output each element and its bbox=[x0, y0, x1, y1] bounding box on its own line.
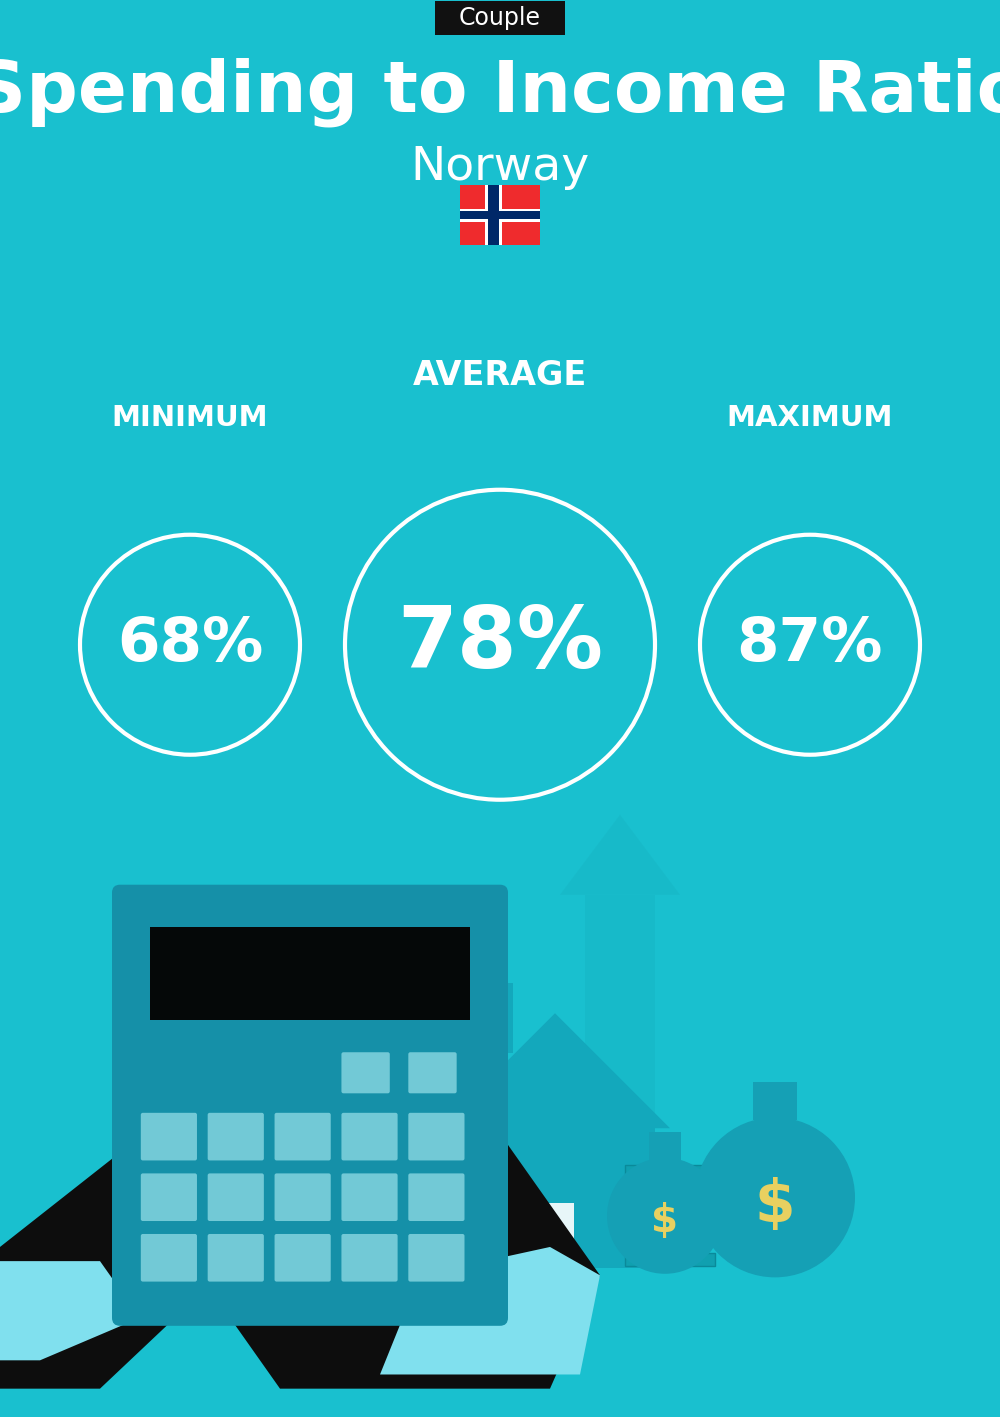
FancyBboxPatch shape bbox=[341, 1112, 398, 1161]
Text: $: $ bbox=[652, 1202, 678, 1240]
Circle shape bbox=[695, 1118, 855, 1277]
FancyBboxPatch shape bbox=[408, 1173, 464, 1221]
FancyBboxPatch shape bbox=[275, 1173, 331, 1221]
FancyBboxPatch shape bbox=[208, 1234, 264, 1281]
Text: MAXIMUM: MAXIMUM bbox=[727, 404, 893, 432]
FancyBboxPatch shape bbox=[455, 1128, 655, 1268]
FancyBboxPatch shape bbox=[141, 1173, 197, 1221]
Text: Norway: Norway bbox=[410, 145, 590, 190]
FancyBboxPatch shape bbox=[485, 983, 513, 1053]
Polygon shape bbox=[380, 1247, 600, 1374]
Text: 68%: 68% bbox=[117, 615, 263, 674]
FancyBboxPatch shape bbox=[649, 1132, 681, 1159]
Circle shape bbox=[607, 1158, 723, 1274]
FancyBboxPatch shape bbox=[460, 186, 540, 245]
Polygon shape bbox=[440, 1013, 670, 1128]
FancyBboxPatch shape bbox=[460, 211, 540, 220]
Polygon shape bbox=[560, 815, 680, 894]
Polygon shape bbox=[0, 964, 420, 1389]
FancyBboxPatch shape bbox=[141, 1234, 197, 1281]
FancyBboxPatch shape bbox=[275, 1234, 331, 1281]
FancyBboxPatch shape bbox=[283, 945, 338, 1204]
FancyBboxPatch shape bbox=[625, 1165, 715, 1179]
Polygon shape bbox=[262, 886, 358, 945]
FancyBboxPatch shape bbox=[341, 1053, 390, 1094]
FancyBboxPatch shape bbox=[112, 884, 508, 1326]
FancyBboxPatch shape bbox=[460, 208, 540, 222]
FancyBboxPatch shape bbox=[408, 1112, 464, 1161]
FancyBboxPatch shape bbox=[208, 1173, 264, 1221]
Polygon shape bbox=[200, 1077, 600, 1389]
FancyBboxPatch shape bbox=[488, 186, 499, 245]
FancyBboxPatch shape bbox=[625, 1187, 715, 1200]
Text: 78%: 78% bbox=[397, 604, 603, 686]
FancyBboxPatch shape bbox=[141, 1112, 197, 1161]
Text: Couple: Couple bbox=[459, 7, 541, 30]
Text: 87%: 87% bbox=[737, 615, 883, 674]
FancyBboxPatch shape bbox=[625, 1209, 715, 1223]
FancyBboxPatch shape bbox=[275, 1112, 331, 1161]
FancyBboxPatch shape bbox=[408, 1053, 457, 1094]
FancyBboxPatch shape bbox=[625, 1253, 715, 1267]
FancyBboxPatch shape bbox=[536, 1203, 574, 1268]
Polygon shape bbox=[0, 1261, 140, 1360]
FancyBboxPatch shape bbox=[341, 1173, 398, 1221]
Text: $: $ bbox=[755, 1178, 795, 1234]
Text: Spending to Income Ratio: Spending to Income Ratio bbox=[0, 57, 1000, 128]
FancyBboxPatch shape bbox=[625, 1231, 715, 1244]
FancyBboxPatch shape bbox=[408, 1234, 464, 1281]
FancyBboxPatch shape bbox=[585, 894, 655, 1247]
FancyBboxPatch shape bbox=[485, 186, 502, 245]
FancyBboxPatch shape bbox=[150, 927, 470, 1020]
FancyBboxPatch shape bbox=[753, 1083, 797, 1121]
Text: MINIMUM: MINIMUM bbox=[112, 404, 268, 432]
FancyBboxPatch shape bbox=[208, 1112, 264, 1161]
FancyBboxPatch shape bbox=[341, 1234, 398, 1281]
FancyBboxPatch shape bbox=[435, 1, 565, 35]
Text: AVERAGE: AVERAGE bbox=[413, 359, 587, 393]
